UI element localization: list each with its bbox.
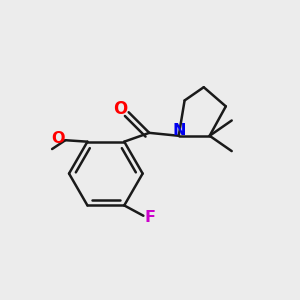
Text: O: O bbox=[113, 100, 128, 118]
Text: F: F bbox=[144, 210, 155, 225]
Text: O: O bbox=[51, 131, 65, 146]
Text: N: N bbox=[172, 123, 186, 138]
